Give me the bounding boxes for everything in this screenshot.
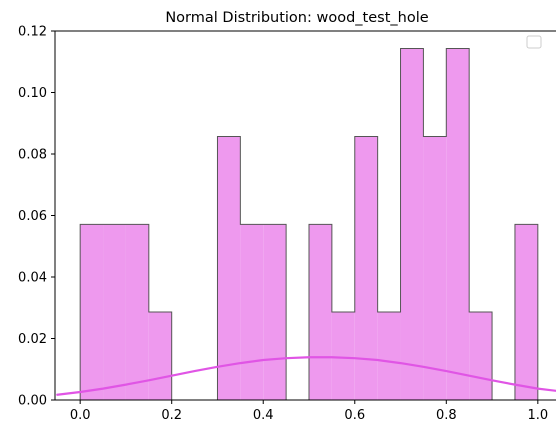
normal-curve bbox=[56, 356, 556, 396]
y-tick-label: 0.04 bbox=[18, 271, 47, 286]
histogram-bar bbox=[469, 312, 493, 400]
histogram-bar bbox=[80, 224, 104, 400]
normal-pdf-line bbox=[56, 356, 556, 396]
histogram-bar bbox=[217, 136, 241, 400]
y-tick-label: 0.00 bbox=[18, 394, 47, 409]
plot-frame bbox=[54, 30, 556, 401]
histogram-bar bbox=[125, 224, 149, 400]
y-tick-label: 0.08 bbox=[18, 148, 47, 163]
histogram-bar bbox=[423, 136, 447, 400]
histogram-bar bbox=[103, 224, 126, 400]
x-tick-label: 0.0 bbox=[70, 408, 91, 423]
histogram-bars bbox=[80, 48, 538, 400]
x-axis: 0.0 0.2 0.4 0.6 0.8 1.0 bbox=[70, 400, 548, 423]
y-tick-label: 0.02 bbox=[18, 332, 47, 347]
histogram-bar bbox=[148, 312, 172, 400]
y-tick-label: 0.12 bbox=[18, 25, 47, 40]
x-tick-label: 0.2 bbox=[161, 408, 182, 423]
histogram-bar bbox=[331, 312, 355, 400]
histogram-bar bbox=[514, 224, 538, 400]
chart-title: Normal Distribution: wood_test_hole bbox=[165, 10, 428, 26]
x-tick-label: 0.6 bbox=[344, 408, 365, 423]
y-tick-label: 0.06 bbox=[18, 209, 47, 224]
histogram-bar bbox=[446, 48, 470, 400]
histogram-outline bbox=[79, 48, 539, 401]
histogram-bar bbox=[309, 224, 332, 400]
histogram-bar bbox=[377, 312, 401, 400]
x-tick-label: 0.8 bbox=[436, 408, 457, 423]
histogram-bar bbox=[263, 224, 287, 400]
y-axis: 0.00 0.02 0.04 0.06 0.08 0.10 0.12 bbox=[18, 25, 55, 409]
histogram-bar bbox=[400, 48, 424, 400]
histogram-bar bbox=[240, 224, 264, 400]
x-tick-label: 0.4 bbox=[253, 408, 274, 423]
x-tick-label: 1.0 bbox=[527, 408, 548, 423]
histogram-bar bbox=[354, 136, 378, 400]
legend-box bbox=[526, 35, 542, 49]
histogram-step-outline bbox=[79, 48, 539, 401]
y-tick-label: 0.10 bbox=[18, 86, 47, 101]
